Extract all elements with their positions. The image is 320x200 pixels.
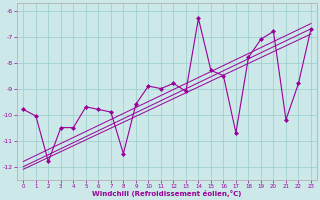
X-axis label: Windchill (Refroidissement éolien,°C): Windchill (Refroidissement éolien,°C) bbox=[92, 190, 242, 197]
